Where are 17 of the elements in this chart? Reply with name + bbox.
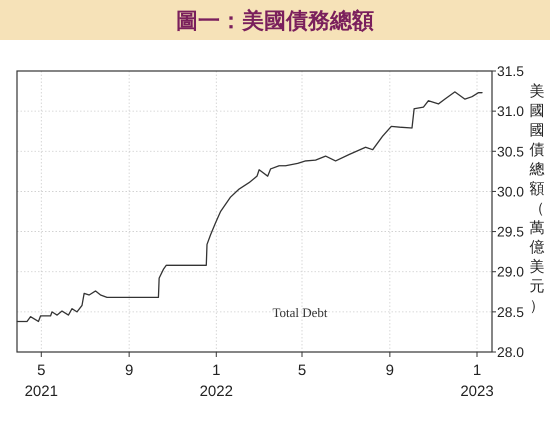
y-tick-label: 31.5: [497, 63, 524, 79]
x-tick-label: 9: [124, 362, 134, 379]
x-tick-label: 9: [386, 362, 394, 379]
y-tick-label: 29.5: [497, 224, 524, 240]
x-tick-label: 1 2023: [460, 362, 494, 400]
x-tick-label: 5: [298, 362, 306, 379]
y-tick-label: 31.0: [497, 103, 524, 120]
y-tick-label: 30.5: [497, 143, 524, 160]
x-tick-label: 5 2021: [24, 362, 58, 400]
y-tick-label: 29.0: [497, 264, 524, 280]
text: 美國國債總額（萬億美元）: [530, 82, 544, 314]
y-tick-label: 28.0: [497, 344, 524, 360]
y-tick-label: 28.5: [497, 304, 524, 320]
y-tick-label: 30.0: [497, 183, 524, 200]
text: Total Debt: [272, 305, 328, 320]
chart-title: 圖一：美國債務總額: [176, 8, 374, 34]
x-tick-label: 1 2022: [200, 362, 233, 400]
